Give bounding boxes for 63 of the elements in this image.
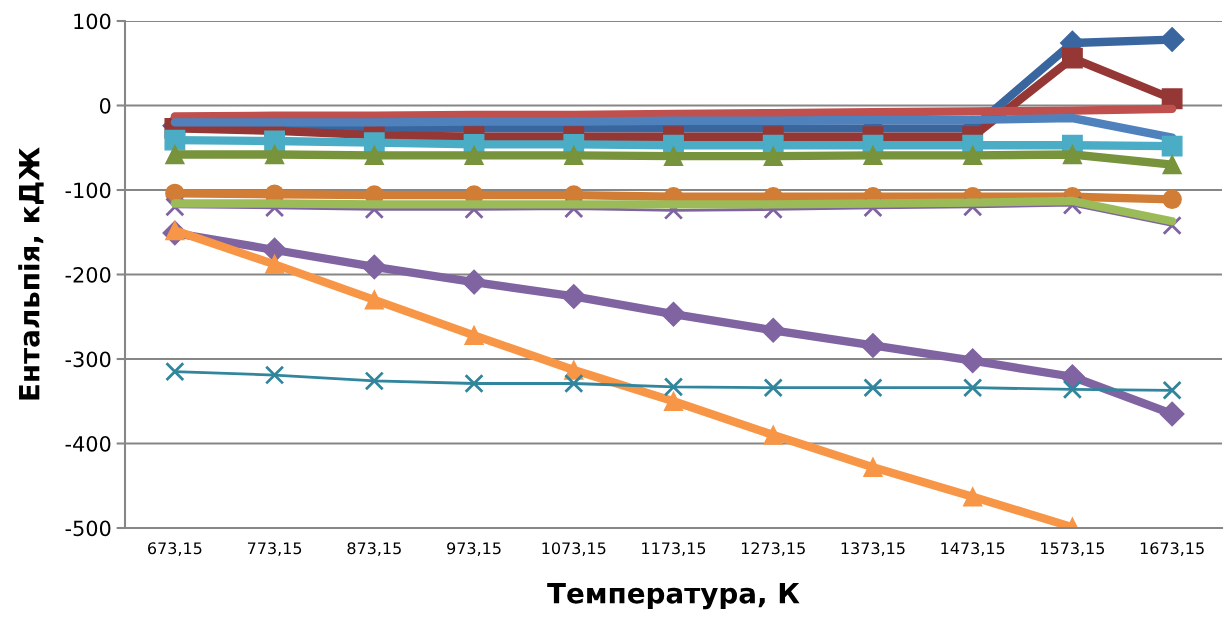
x-tick-label: 673,15 xyxy=(148,542,202,556)
point xyxy=(863,145,883,166)
point xyxy=(165,144,185,165)
y-tick-label: -100 xyxy=(65,182,111,199)
point xyxy=(464,145,484,166)
point xyxy=(860,333,886,358)
point xyxy=(663,391,684,411)
x-tick-label: 1473,15 xyxy=(941,542,1005,556)
point xyxy=(561,283,587,309)
x-tick-label: 973,15 xyxy=(447,542,501,556)
point xyxy=(264,144,285,165)
point xyxy=(364,371,385,391)
point xyxy=(760,317,786,343)
point xyxy=(661,301,686,327)
y-axis-title: Ентальпія, кДЖ xyxy=(18,147,44,400)
point xyxy=(364,145,385,166)
point xyxy=(863,378,883,398)
point xyxy=(863,457,883,477)
point xyxy=(264,365,285,385)
point xyxy=(262,237,288,263)
x-tick-label: 1673,15 xyxy=(1140,542,1204,556)
point xyxy=(960,348,986,374)
point xyxy=(763,146,783,166)
point xyxy=(361,254,387,280)
point xyxy=(763,378,783,398)
point xyxy=(264,254,285,275)
point xyxy=(1162,154,1182,175)
x-tick-label: 1173,15 xyxy=(642,542,706,556)
y-tick-label: 0 xyxy=(99,97,111,114)
y-tick-label: -300 xyxy=(65,351,111,368)
point xyxy=(962,378,983,398)
x-tick-label: 873,15 xyxy=(347,542,401,556)
y-tick-label: 100 xyxy=(74,13,111,30)
point xyxy=(364,290,385,310)
point xyxy=(1159,401,1185,427)
y-tick-label: -400 xyxy=(65,435,111,452)
point xyxy=(1161,135,1183,157)
point xyxy=(1062,379,1083,400)
point xyxy=(663,146,684,166)
y-tick-label: -200 xyxy=(65,266,111,283)
point xyxy=(663,377,684,397)
point xyxy=(464,373,484,394)
point xyxy=(461,269,487,295)
point xyxy=(1162,189,1182,210)
point xyxy=(763,425,783,445)
x-axis-title: Температура, К xyxy=(547,582,800,610)
x-tick-label: 1573,15 xyxy=(1041,542,1105,556)
x-tick-label: 1373,15 xyxy=(841,542,905,556)
point xyxy=(165,361,185,382)
point xyxy=(164,129,186,151)
point xyxy=(1061,47,1083,69)
point xyxy=(962,145,983,166)
x-tick-label: 1273,15 xyxy=(741,542,805,556)
point xyxy=(464,325,484,346)
point xyxy=(1062,144,1083,165)
x-tick-label: 773,15 xyxy=(247,542,302,556)
x-tick-label: 1073,15 xyxy=(542,542,606,556)
point xyxy=(962,487,983,507)
point xyxy=(1162,380,1182,400)
point xyxy=(564,145,584,166)
y-tick-label: -500 xyxy=(65,520,111,537)
point xyxy=(1059,364,1085,390)
point xyxy=(564,373,584,394)
